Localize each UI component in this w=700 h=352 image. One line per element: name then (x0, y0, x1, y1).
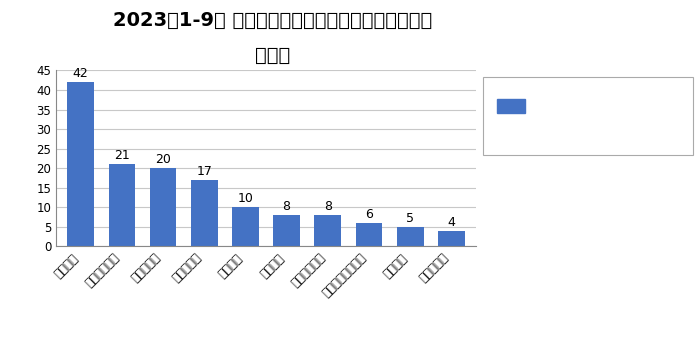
Text: 5: 5 (406, 212, 414, 225)
Text: 的数量: 的数量 (539, 134, 561, 147)
Bar (438, 231, 465, 246)
Text: 10: 10 (237, 192, 253, 205)
Text: 8: 8 (283, 200, 290, 213)
Bar (191, 180, 218, 246)
Text: 2023年1-9月 电机企业配套新能源重卡整车厂家数量: 2023年1-9月 电机企业配套新能源重卡整车厂家数量 (113, 11, 433, 30)
Bar (356, 223, 382, 246)
Text: 4: 4 (447, 216, 455, 229)
Text: 17: 17 (196, 165, 212, 178)
Text: 8: 8 (324, 200, 332, 213)
Bar (67, 82, 94, 246)
Bar (397, 227, 424, 246)
Bar (150, 168, 176, 246)
Bar (108, 164, 135, 246)
Text: 20: 20 (155, 153, 171, 166)
Bar (314, 215, 341, 246)
Bar (273, 215, 300, 246)
Text: 6: 6 (365, 208, 373, 221)
Text: 21: 21 (114, 149, 130, 162)
Text: 42: 42 (73, 67, 89, 80)
Text: 与新能源重卡整车厂家配套: 与新能源重卡整车厂家配套 (539, 102, 629, 115)
Bar (232, 207, 259, 246)
Text: （家）: （家） (256, 46, 290, 65)
